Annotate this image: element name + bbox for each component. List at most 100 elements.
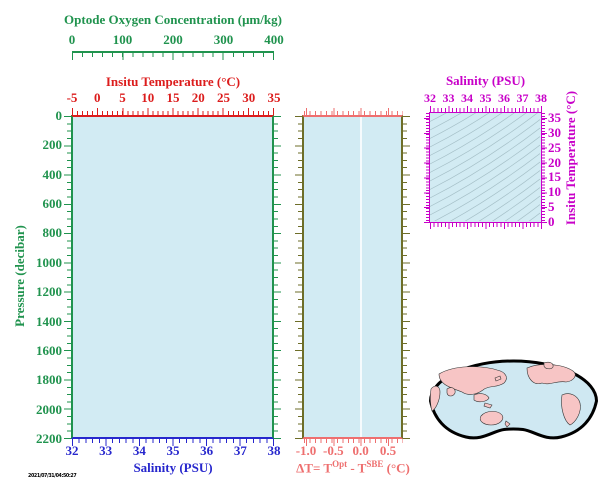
tick-label: 25 <box>217 90 230 105</box>
map-southeast-asia <box>473 393 490 403</box>
ts-temperature-tick-labels: 35 30 25 20 15 10 5 0 <box>548 111 572 229</box>
tick-label: 37 <box>516 91 529 105</box>
tick-label: 36 <box>200 443 214 458</box>
isopycnal-contours <box>430 113 540 221</box>
tick-label: 32 <box>424 91 436 105</box>
tick-label: 2200 <box>36 431 62 446</box>
salinity-axis-title: Salinity (PSU) <box>133 460 213 475</box>
ts-salinity-tick-labels: 32 33 34 35 36 37 38 <box>424 91 547 105</box>
tick-label: 1000 <box>36 254 62 270</box>
tick-label: 800 <box>42 225 63 241</box>
tick-label: 38 <box>535 91 547 105</box>
oxygen-axis-tick-labels: 0 100 200 300 400 <box>68 32 284 47</box>
tick-label: 400 <box>264 32 284 47</box>
tick-label: 15 <box>166 90 180 105</box>
map-india <box>446 387 456 397</box>
map-indonesia <box>483 402 493 409</box>
zero-reference-line <box>360 117 362 437</box>
profile-plot-area <box>71 115 274 439</box>
tick-label: 1400 <box>36 313 62 329</box>
tick-label: 300 <box>213 32 234 47</box>
oxygen-axis-major-ticks <box>72 53 274 60</box>
delta-t-title-sup-opt: Opt <box>332 459 348 469</box>
world-map <box>428 359 599 440</box>
tick-label: 10 <box>141 90 155 105</box>
map-eurasia <box>438 366 507 395</box>
oxygen-axis-line <box>72 51 274 53</box>
pressure-axis-tick-labels: 0 200 400 600 800 1000 1200 1400 1600 1800 2000 220… <box>30 109 63 446</box>
tick-label: 25 <box>548 139 561 155</box>
delta-t-bottom-major-ticks <box>306 439 390 446</box>
salinity-axis-tick-labels: 32 33 34 35 36 37 38 <box>66 443 281 458</box>
ts-temperature-axis-title: Insitu Temperature (°C) <box>563 90 578 226</box>
delta-t-title-sup-sbe: SBE <box>366 459 384 469</box>
temperature-axis-title: Insitu Temperature (°C) <box>105 74 241 89</box>
tick-label: 30 <box>242 90 256 105</box>
map-japan <box>494 375 502 382</box>
delta-t-top-major-ticks <box>306 108 390 115</box>
map-north-america <box>526 364 576 385</box>
pressure-axis-minor-ticks <box>67 116 71 439</box>
delta-t-right-minor-ticks <box>403 116 407 439</box>
tick-label: 0.5 <box>379 443 397 458</box>
tick-label: 36 <box>497 91 510 105</box>
tick-label: 33 <box>99 443 113 458</box>
tick-label: 38 <box>267 443 281 458</box>
tick-label: 5 <box>548 199 555 215</box>
timestamp-stamp: 2021/07/31/04:50:27 <box>28 473 77 479</box>
tick-label: 20 <box>191 90 205 105</box>
tick-label: 33 <box>442 91 455 105</box>
map-greenland <box>543 361 554 370</box>
delta-t-axis-tick-labels: -1.0 -0.5 0.0 0.5 <box>296 443 396 458</box>
tick-label: 600 <box>42 196 63 212</box>
tick-label: 2000 <box>36 401 62 417</box>
tick-label: -1.0 <box>295 443 317 458</box>
tick-label: 400 <box>42 166 63 182</box>
tick-label: 1600 <box>36 342 62 358</box>
tick-label: 34 <box>132 443 146 458</box>
map-continents <box>430 361 581 428</box>
temperature-axis-major-ticks <box>72 108 274 115</box>
tick-label: 0.0 <box>352 443 369 458</box>
map-australia <box>479 411 504 426</box>
tick-label: 15 <box>548 169 561 185</box>
tick-label: 1200 <box>36 284 62 300</box>
delta-t-title-mid: - T <box>347 460 367 476</box>
ts-right-major-ticks <box>542 118 547 223</box>
tick-label: 0 <box>55 108 63 123</box>
ts-salinity-axis-title: Salinity (PSU) <box>445 73 526 88</box>
tick-label: 100 <box>112 32 133 47</box>
tick-label: 30 <box>548 124 561 140</box>
delta-t-left-minor-ticks <box>298 116 302 439</box>
salinity-axis-major-ticks <box>72 439 274 446</box>
temperature-axis-tick-labels: -5 0 5 10 15 20 25 30 35 <box>67 90 281 105</box>
map-south-america <box>561 393 581 426</box>
tick-label: 34 <box>460 91 473 105</box>
tick-label: 0 <box>548 214 555 229</box>
map-africa <box>430 385 441 412</box>
tick-label: -0.5 <box>323 443 344 458</box>
tick-label: 35 <box>166 443 180 458</box>
ts-bottom-major-ticks <box>430 223 542 229</box>
ts-left-major-ticks <box>424 118 429 223</box>
tick-label: -5 <box>66 90 78 105</box>
tick-label: 0 <box>68 32 76 47</box>
map-new-zealand <box>504 420 511 428</box>
tick-label: 37 <box>233 443 247 458</box>
ts-diagram-plot-area <box>429 112 542 223</box>
delta-t-axis-title: ΔT= TOpt - TSBE (°C) <box>283 459 423 476</box>
main-panel-right-minor-ticks <box>274 116 278 439</box>
delta-t-title-suffix: (°C) <box>383 460 410 476</box>
ts-top-major-ticks <box>430 106 542 112</box>
tick-label: 20 <box>548 154 561 170</box>
tick-label: 0 <box>94 90 101 105</box>
pressure-axis-title: Pressure (decibar) <box>12 225 27 327</box>
tick-label: 10 <box>548 184 561 200</box>
tick-label: 35 <box>479 91 492 105</box>
tick-label: 35 <box>548 110 561 125</box>
delta-t-title-prefix: ΔT= T <box>296 460 333 476</box>
tick-label: 5 <box>119 90 126 105</box>
tick-label: 32 <box>65 443 79 458</box>
tick-label: 1800 <box>36 372 62 388</box>
